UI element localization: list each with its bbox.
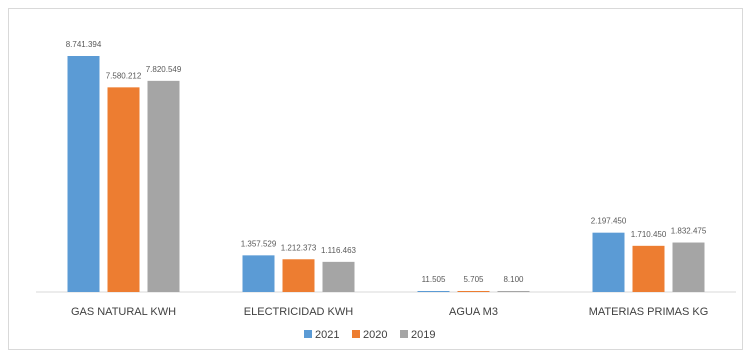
- data-label-2019-2: 8.100: [503, 275, 524, 284]
- data-label-2020-0: 7.580.212: [106, 71, 142, 80]
- data-label-2020-2: 5.705: [463, 275, 484, 284]
- legend: 2021 2020 2019: [304, 329, 435, 341]
- bar-2019-0: [147, 80, 180, 292]
- bar-2020-1: [282, 259, 315, 292]
- x-tick-label-3: MATERIAS PRIMAS KG: [589, 306, 709, 318]
- bar-2021-3: [592, 232, 625, 292]
- bar-2020-3: [632, 245, 665, 292]
- x-tick-label-1: ELECTRICIDAD KWH: [244, 306, 353, 318]
- bar-2021-0: [67, 56, 100, 292]
- data-label-2020-1: 1.212.373: [281, 243, 317, 252]
- bar-2019-2: [497, 291, 530, 292]
- x-tick-label-2: AGUA M3: [449, 306, 498, 318]
- bar-2020-0: [107, 87, 140, 292]
- data-label-2021-2: 11.505: [422, 275, 446, 284]
- legend-swatch-2021: [304, 330, 312, 338]
- data-label-2019-0: 7.820.549: [146, 65, 182, 74]
- data-label-2019-3: 1.832.475: [671, 227, 707, 236]
- bar-2019-1: [322, 261, 355, 292]
- data-label-2020-3: 1.710.450: [631, 230, 667, 239]
- bar-2019-3: [672, 242, 705, 292]
- bar-2020-2: [457, 291, 490, 292]
- legend-label-2020: 2020: [363, 329, 387, 341]
- legend-label-2021: 2021: [315, 329, 339, 341]
- legend-swatch-2019: [400, 330, 408, 338]
- data-label-2021-1: 1.357.529: [241, 239, 277, 248]
- data-label-2021-3: 2.197.450: [591, 217, 627, 226]
- legend-label-2019: 2019: [411, 329, 435, 341]
- data-label-2019-1: 1.116.463: [321, 246, 357, 255]
- legend-swatch-2020: [352, 330, 360, 338]
- bar-2021-1: [242, 255, 275, 292]
- x-tick-label-0: GAS NATURAL KWH: [71, 306, 176, 318]
- data-label-2021-0: 8.741.394: [66, 40, 102, 49]
- bar-2021-2: [417, 291, 450, 292]
